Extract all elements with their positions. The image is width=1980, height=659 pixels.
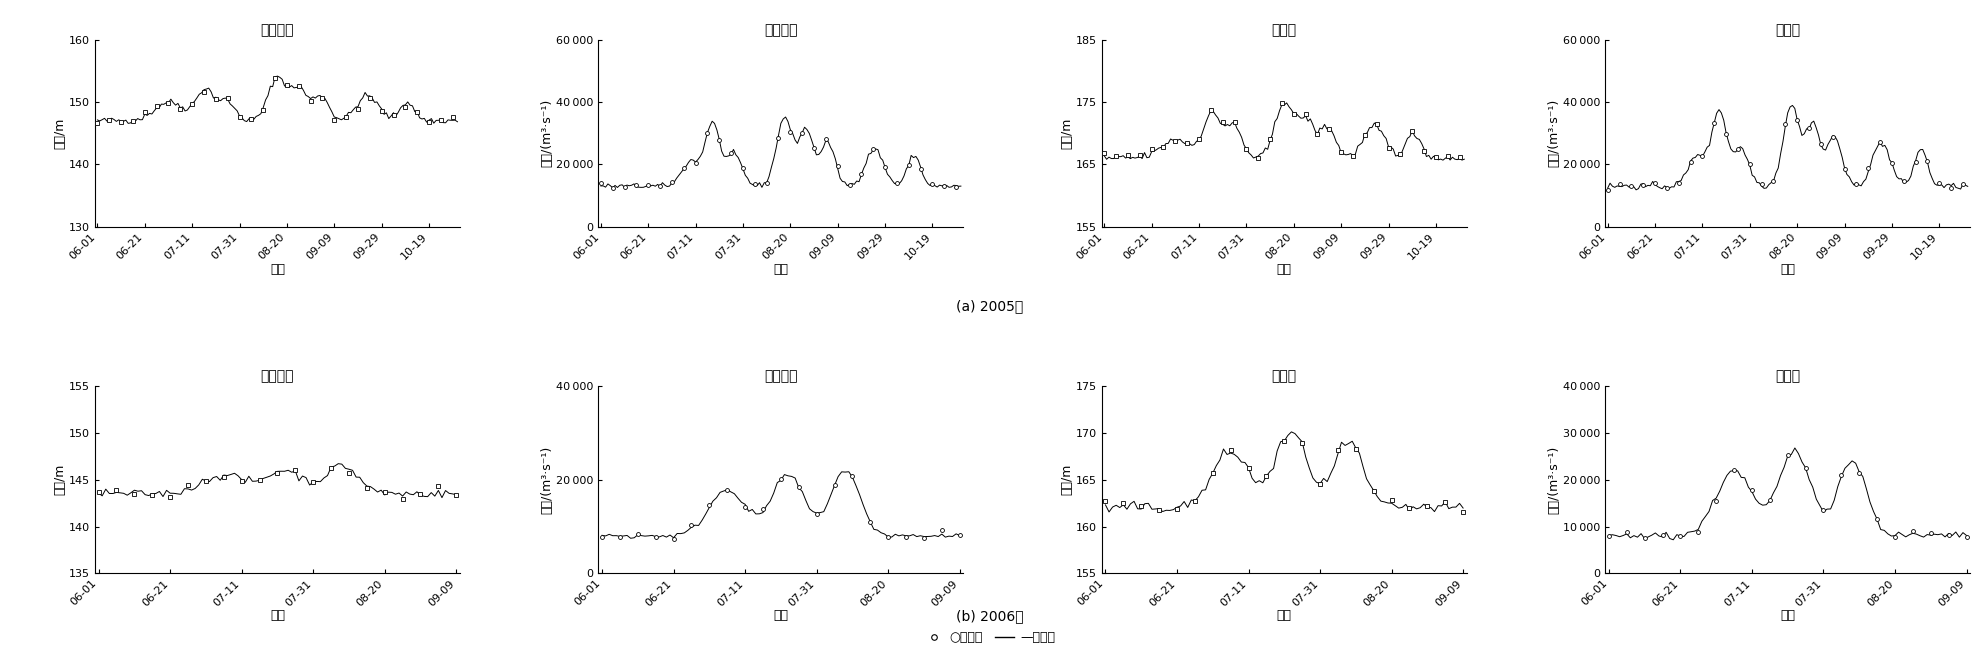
Y-axis label: 流量/(m³·s⁻¹): 流量/(m³·s⁻¹) <box>1546 99 1560 167</box>
Title: 清溢场站: 清溢场站 <box>764 23 798 37</box>
X-axis label: 日期: 日期 <box>1780 263 1796 276</box>
Title: 清溢场站: 清溢场站 <box>261 370 295 384</box>
Title: 寸滩站: 寸滩站 <box>1271 23 1297 37</box>
X-axis label: 日期: 日期 <box>1277 263 1291 276</box>
X-axis label: 日期: 日期 <box>269 610 285 623</box>
X-axis label: 日期: 日期 <box>774 610 788 623</box>
Y-axis label: 水位/m: 水位/m <box>1059 464 1073 496</box>
Title: 清溢场站: 清溢场站 <box>261 23 295 37</box>
Y-axis label: 流量/(m³·s⁻¹): 流量/(m³·s⁻¹) <box>541 99 554 167</box>
Title: 寸滩站: 寸滩站 <box>1776 23 1800 37</box>
Title: 寸滩站: 寸滩站 <box>1271 370 1297 384</box>
Y-axis label: 流量/(m³·s⁻¹): 流量/(m³·s⁻¹) <box>1546 445 1560 514</box>
Y-axis label: 流量/(m³·s⁻¹): 流量/(m³·s⁻¹) <box>541 445 554 514</box>
Title: 清溢场站: 清溢场站 <box>764 370 798 384</box>
X-axis label: 日期: 日期 <box>774 263 788 276</box>
Legend: ○实测值, —计算值: ○实测值, —计算值 <box>919 627 1061 650</box>
X-axis label: 日期: 日期 <box>1780 610 1796 623</box>
X-axis label: 日期: 日期 <box>1277 610 1291 623</box>
Y-axis label: 水位/m: 水位/m <box>53 464 65 496</box>
Y-axis label: 水位/m: 水位/m <box>53 117 65 149</box>
Title: 寸滩站: 寸滩站 <box>1776 370 1800 384</box>
Y-axis label: 水位/m: 水位/m <box>1059 117 1073 149</box>
Text: (a) 2005年: (a) 2005年 <box>956 299 1024 314</box>
Text: (b) 2006年: (b) 2006年 <box>956 609 1024 623</box>
X-axis label: 日期: 日期 <box>269 263 285 276</box>
